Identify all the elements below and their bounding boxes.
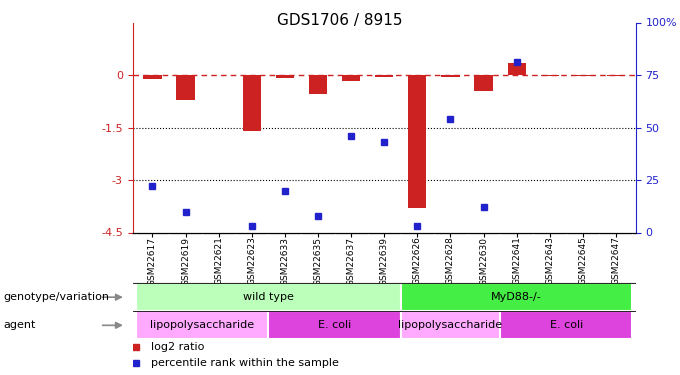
Text: wild type: wild type — [243, 292, 294, 302]
Text: GSM22645: GSM22645 — [578, 237, 588, 285]
Bar — [507, 63, 526, 75]
Text: lipopolysaccharide: lipopolysaccharide — [150, 320, 254, 330]
Text: E. coli: E. coli — [318, 320, 351, 330]
Text: GSM22641: GSM22641 — [512, 237, 521, 285]
Bar — [607, 75, 625, 76]
Text: agent: agent — [3, 320, 36, 330]
Text: E. coli: E. coli — [549, 320, 583, 330]
Bar — [342, 75, 360, 81]
Text: MyD88-/-: MyD88-/- — [491, 292, 542, 302]
Text: percentile rank within the sample: percentile rank within the sample — [151, 358, 339, 368]
Bar — [143, 75, 162, 79]
Text: GSM22626: GSM22626 — [413, 237, 422, 285]
Text: lipopolysaccharide: lipopolysaccharide — [398, 320, 503, 330]
Bar — [309, 75, 327, 94]
Bar — [574, 75, 592, 76]
Bar — [408, 75, 426, 208]
Text: GSM22637: GSM22637 — [347, 237, 356, 285]
Bar — [136, 283, 401, 311]
Text: GSM22630: GSM22630 — [479, 237, 488, 285]
Bar — [441, 75, 460, 77]
Text: GSM22643: GSM22643 — [545, 237, 554, 285]
Text: GDS1706 / 8915: GDS1706 / 8915 — [277, 13, 403, 28]
Bar — [136, 311, 269, 339]
Text: GSM22633: GSM22633 — [280, 237, 290, 285]
Bar — [276, 75, 294, 78]
Text: GSM22617: GSM22617 — [148, 237, 157, 285]
Bar — [500, 311, 632, 339]
Text: log2 ratio: log2 ratio — [151, 342, 204, 352]
Bar — [375, 75, 393, 77]
Text: GSM22621: GSM22621 — [214, 237, 223, 285]
Bar — [541, 75, 559, 76]
Text: GSM22623: GSM22623 — [248, 237, 256, 285]
Text: GSM22647: GSM22647 — [611, 237, 620, 285]
Text: genotype/variation: genotype/variation — [3, 292, 109, 302]
Bar — [401, 283, 632, 311]
Bar — [269, 311, 401, 339]
Bar — [243, 75, 261, 131]
Bar — [401, 311, 500, 339]
Text: GSM22635: GSM22635 — [313, 237, 322, 285]
Text: GSM22639: GSM22639 — [379, 237, 389, 285]
Bar — [177, 75, 194, 99]
Text: GSM22628: GSM22628 — [446, 237, 455, 285]
Bar — [475, 75, 492, 91]
Text: GSM22619: GSM22619 — [181, 237, 190, 285]
